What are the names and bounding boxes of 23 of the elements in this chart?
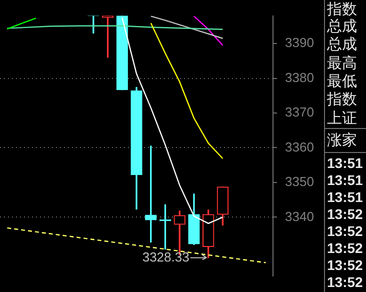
text: 涨家 [327, 131, 357, 149]
text: 13:52 [327, 240, 363, 257]
y-tick-label: 3360 [285, 139, 314, 154]
text: 上证 [327, 109, 357, 127]
text: 最低 [327, 72, 357, 90]
text: 13:51 [327, 172, 363, 189]
text: 指数 [327, 0, 357, 18]
text: 13:52 [327, 274, 363, 291]
text: 13:52 [327, 223, 363, 240]
y-tick-label: 3370 [285, 104, 314, 120]
y-tick-label: 3390 [285, 35, 314, 50]
y-tick-label: 3380 [285, 70, 314, 85]
text: 13:51 [327, 189, 363, 206]
text: 总成 [327, 35, 357, 53]
y-tick-label: 3340 [285, 208, 314, 224]
annotation: 3328.33 [142, 249, 190, 264]
text: 13:51 [327, 155, 363, 172]
text: 13:52 [327, 206, 363, 223]
y-tick-label: 3350 [285, 174, 314, 190]
text: 最高 [327, 54, 357, 72]
text: 总成 [327, 17, 357, 35]
text: 指数 [327, 90, 357, 108]
text: 13:52 [327, 257, 363, 274]
